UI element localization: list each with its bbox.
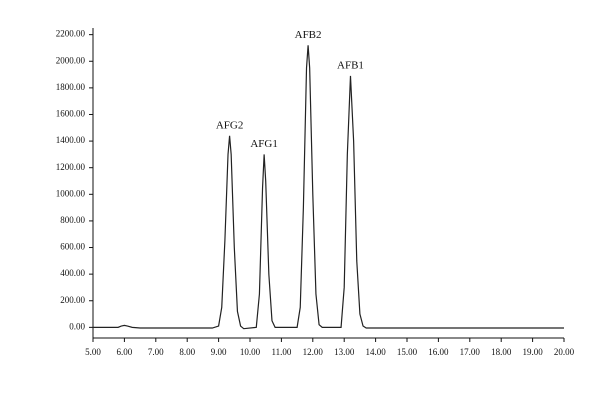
peak-label: AFB2 (295, 29, 322, 41)
x-tick-label: 20.00 (554, 347, 575, 357)
x-tick-label: 7.00 (148, 347, 164, 357)
y-tick-label: 2200.00 (56, 29, 86, 39)
peak-label: AFB1 (337, 59, 364, 71)
y-tick-label: 200.00 (60, 295, 85, 305)
x-tick-label: 5.00 (85, 347, 101, 357)
x-tick-label: 13.00 (334, 347, 355, 357)
x-tick-label: 18.00 (491, 347, 512, 357)
y-tick-label: 1600.00 (56, 109, 86, 119)
y-tick-label: 600.00 (60, 242, 85, 252)
x-tick-label: 15.00 (397, 347, 418, 357)
x-tick-label: 19.00 (522, 347, 543, 357)
y-tick-label: 1400.00 (56, 135, 86, 145)
y-tick-label: 0.00 (69, 321, 85, 331)
chromatogram-line (93, 45, 564, 330)
x-tick-label: 11.00 (271, 347, 291, 357)
x-tick-label: 17.00 (460, 347, 481, 357)
y-tick-label: 1000.00 (56, 188, 86, 198)
peak-label: AFG2 (216, 119, 244, 131)
x-tick-label: 16.00 (428, 347, 449, 357)
y-tick-label: 2000.00 (56, 55, 86, 65)
y-tick-label: 1800.00 (56, 82, 86, 92)
x-tick-label: 10.00 (240, 347, 261, 357)
x-tick-label: 14.00 (365, 347, 386, 357)
x-tick-label: 6.00 (117, 347, 133, 357)
x-tick-label: 8.00 (179, 347, 195, 357)
x-tick-label: 9.00 (211, 347, 227, 357)
y-tick-label: 800.00 (60, 215, 85, 225)
y-tick-label: 400.00 (60, 268, 85, 278)
x-tick-label: 12.00 (303, 347, 324, 357)
y-tick-label: 1200.00 (56, 162, 86, 172)
peak-label: AFG1 (250, 138, 278, 150)
